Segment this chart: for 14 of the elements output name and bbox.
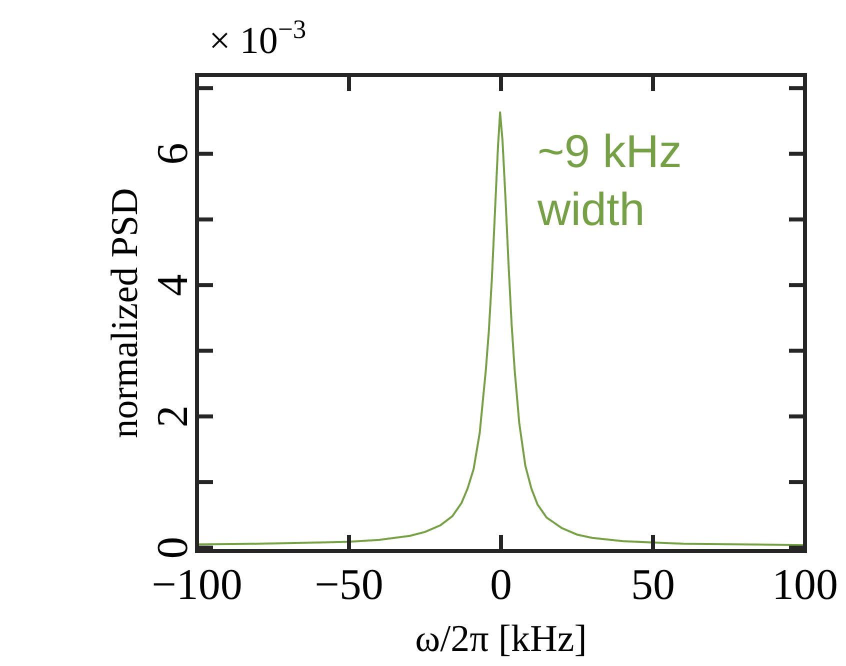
y-axis-title: normalized PSD <box>104 188 146 438</box>
x-tick-label: 100 <box>772 560 838 609</box>
x-tick-label: 0 <box>490 560 512 609</box>
annotation: ~9 kHz width <box>536 124 682 235</box>
y-tick-label: 2 <box>148 405 197 428</box>
x-tick-label: −100 <box>152 560 242 609</box>
y-tick-label: 0 <box>148 536 197 559</box>
line-series <box>196 111 806 546</box>
y-tick-label: 6 <box>148 142 197 165</box>
text: × 10$^{−3}$ <box>209 14 306 62</box>
x-tick-label: 50 <box>631 560 675 609</box>
x-tick-label: −50 <box>314 560 384 609</box>
x-axis-title: ω/2π [kHz] <box>415 618 587 660</box>
y-tick-label: 4 <box>148 274 197 296</box>
